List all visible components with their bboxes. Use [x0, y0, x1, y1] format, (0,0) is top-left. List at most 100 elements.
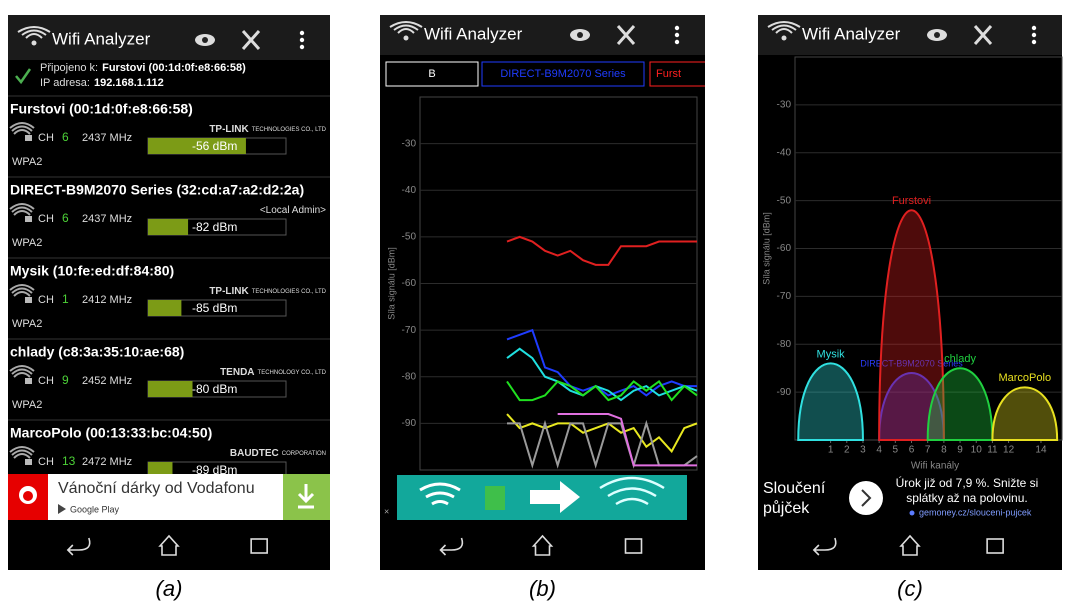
- wifi-icon: [32, 41, 37, 46]
- wifi-icon: [782, 36, 787, 41]
- signal-bar: [148, 219, 188, 235]
- ad-url: gemoney.cz/slouceni-pujcek: [919, 507, 1032, 517]
- channel-label: CH: [38, 132, 54, 144]
- y-tick-label: -90: [402, 418, 417, 429]
- menu-button[interactable]: [300, 31, 304, 35]
- ad-art: [485, 486, 505, 510]
- ad-logo-mark: [23, 491, 33, 501]
- vendor-name: TP-LINK: [209, 124, 249, 135]
- lock-icon: [25, 459, 32, 465]
- y-tick-label: -30: [402, 138, 417, 149]
- y-tick-label: -80: [777, 339, 792, 350]
- ip-info: IP adresa:192.168.1.112: [40, 77, 164, 89]
- menu-button[interactable]: [1032, 40, 1036, 44]
- security: WPA2: [12, 237, 42, 249]
- channel: 1: [62, 292, 69, 306]
- connected-ssid: Furstovi (00:1d:0f:e8:66:58): [102, 62, 246, 74]
- frequency: 2452 MHz: [82, 375, 132, 387]
- network-label: Mysik: [817, 348, 846, 360]
- signal-label: -85 dBm: [192, 301, 237, 315]
- lock-icon: [25, 216, 32, 222]
- connected-label: Připojeno k:: [40, 62, 98, 74]
- signal-label: -80 dBm: [192, 382, 237, 396]
- channel-label: CH: [38, 213, 54, 225]
- x-tick-label: 11: [987, 445, 998, 456]
- vendor-suffix: CORPORATION: [282, 451, 326, 457]
- menu-button[interactable]: [1032, 33, 1036, 37]
- security: WPA2: [12, 156, 42, 168]
- ad-url-dot: [910, 511, 915, 516]
- network-name[interactable]: chlady (c8:3a:35:10:ae:68): [10, 344, 184, 360]
- x-tick-label: 8: [941, 445, 947, 456]
- app-title: Wifi Analyzer: [802, 24, 901, 43]
- signal-label: -82 dBm: [192, 220, 237, 234]
- menu-button[interactable]: [675, 40, 679, 44]
- y-axis-label: Síla signálu [dBm]: [761, 212, 771, 285]
- eye-pupil: [577, 32, 583, 38]
- network-name[interactable]: MarcoPolo (00:13:33:bc:04:50): [10, 425, 212, 441]
- x-tick-label: 7: [925, 445, 931, 456]
- frequency: 2437 MHz: [82, 132, 132, 144]
- x-tick-label: 6: [909, 445, 915, 456]
- y-tick-label: -90: [777, 387, 792, 398]
- ip-label: IP adresa:: [40, 77, 90, 89]
- channel-label: CH: [38, 294, 54, 306]
- y-tick-label: -60: [777, 243, 792, 254]
- ad-arrow-button[interactable]: [849, 481, 883, 515]
- channel: 9: [62, 373, 69, 387]
- ad-title: Sloučení: [763, 480, 826, 497]
- signal-bar: [148, 300, 181, 316]
- menu-button[interactable]: [300, 38, 304, 42]
- vendor-name: TENDA: [220, 367, 254, 378]
- ad-text: Vánoční dárky od Vodafonu: [58, 480, 255, 497]
- eye-pupil: [934, 32, 940, 38]
- ad-title: půjček: [763, 499, 810, 517]
- legend-label: B: [428, 68, 435, 80]
- security: WPA2: [12, 399, 42, 411]
- channel-label: CH: [38, 456, 54, 468]
- x-tick-label: 10: [971, 445, 983, 456]
- vendor-name: TP-LINK: [209, 286, 249, 297]
- wifi-icon: [404, 36, 409, 41]
- vendor-suffix: TECHNOLOGIES CO., LTD: [252, 127, 327, 133]
- page: Wifi Analyzer(a)Wifi Analyzer(b)Wifi Ana…: [0, 0, 1067, 604]
- eye-pupil: [202, 37, 208, 43]
- app-title: Wifi Analyzer: [424, 24, 523, 43]
- frequency: 2437 MHz: [82, 213, 132, 225]
- ad-text: Úrok již od 7,9 %. Snižte si: [896, 475, 1039, 490]
- network-label: Furstovi: [892, 195, 931, 207]
- network-name[interactable]: DIRECT-B9M2070 Series (32:cd:a7:a2:d2:2a…: [10, 182, 304, 198]
- y-tick-label: -50: [402, 232, 417, 243]
- y-tick-label: -70: [402, 325, 417, 336]
- vendor-name: BAUDTEC: [230, 448, 279, 459]
- frequency: 2472 MHz: [82, 456, 132, 468]
- x-tick-label: 1: [828, 445, 834, 456]
- ad-store: Google Play: [70, 504, 120, 514]
- y-tick-label: -80: [402, 371, 417, 382]
- menu-button[interactable]: [1032, 26, 1036, 30]
- vendor-suffix: TECHNOLOGIES CO., LTD: [252, 289, 327, 295]
- connection-info: Připojeno k: Furstovi (00:1d:0f:e8:66:58): [40, 62, 246, 74]
- ad-close: ×: [384, 506, 389, 516]
- lock-icon: [25, 378, 32, 384]
- frequency: 2412 MHz: [82, 294, 132, 306]
- x-axis-label: Wifi kanály: [911, 461, 959, 472]
- lock-icon: [25, 135, 32, 141]
- channel: 6: [62, 211, 69, 225]
- network-label: chlady: [944, 353, 976, 365]
- network-name[interactable]: Furstovi (00:1d:0f:e8:66:58): [10, 101, 193, 117]
- lock-icon: [25, 297, 32, 303]
- channel: 6: [62, 130, 69, 144]
- x-tick-label: 5: [893, 445, 899, 456]
- signal-label: -56 dBm: [192, 139, 237, 153]
- security: WPA2: [12, 318, 42, 330]
- network-name[interactable]: Mysik (10:fe:ed:df:84:80): [10, 263, 174, 279]
- y-tick-label: -60: [402, 278, 417, 289]
- y-tick-label: -70: [777, 291, 792, 302]
- menu-button[interactable]: [675, 26, 679, 30]
- legend-label: DIRECT-B9M2070 Series: [500, 68, 626, 80]
- y-tick-label: -40: [777, 147, 792, 158]
- menu-button[interactable]: [300, 45, 304, 49]
- signal-bar: [148, 381, 193, 397]
- menu-button[interactable]: [675, 33, 679, 37]
